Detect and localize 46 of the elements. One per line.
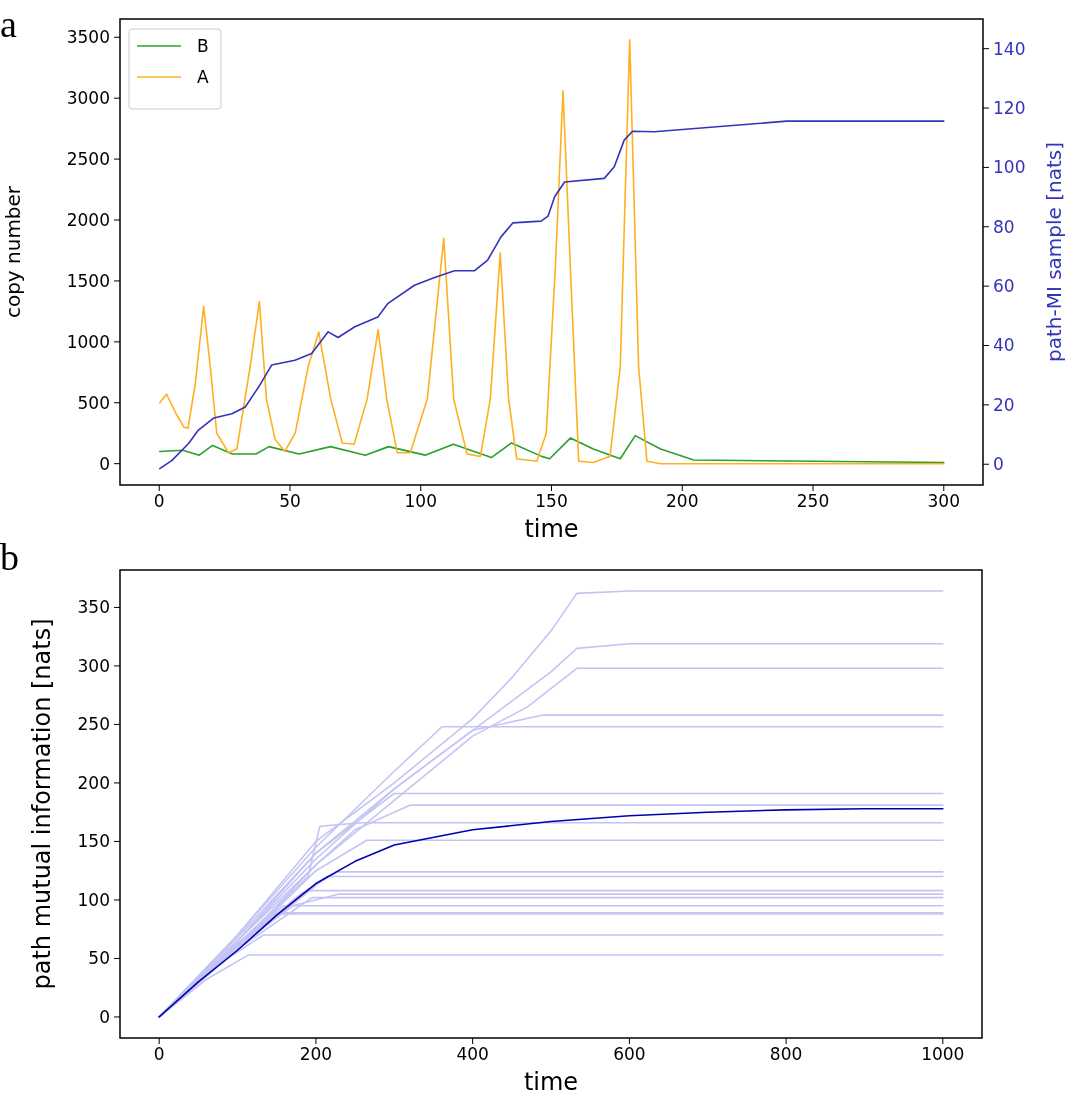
y-tick-label: 0 [99, 1006, 110, 1027]
y-tick-label: 150 [77, 831, 110, 852]
x-tick-label: 100 [404, 491, 437, 511]
text: b [0, 536, 19, 578]
x-tick-label: 0 [153, 491, 165, 511]
x-tick-label: 250 [796, 491, 830, 511]
y2-tick-label: 80 [993, 216, 1015, 237]
y-axis-title: copy number [1, 185, 25, 319]
y2-tick-label: 100 [993, 157, 1026, 178]
x-tick-label: 50 [279, 491, 301, 511]
y-tick-label: 50 [88, 948, 110, 969]
y2-tick-label: 20 [993, 394, 1015, 415]
y-tick-label: 200 [77, 772, 110, 793]
y2-tick-label: 40 [993, 335, 1015, 356]
x-axis-title: time [524, 515, 579, 543]
x-tick-label: 200 [299, 1044, 333, 1064]
text: a [0, 3, 17, 45]
y-tick-label: 250 [77, 714, 110, 735]
x-tick-label: 1000 [921, 1044, 965, 1064]
legend-label: B [197, 35, 209, 56]
y-tick-label: 1000 [66, 331, 110, 352]
y-tick-label: 100 [77, 889, 110, 910]
y-tick-label: 2000 [66, 209, 110, 230]
y-tick-label: 350 [77, 597, 110, 618]
y2-tick-label: 120 [993, 97, 1026, 118]
y-tick-label: 3000 [66, 88, 110, 109]
y-tick-label: 500 [77, 392, 110, 413]
legend-label: A [197, 66, 209, 87]
y-tick-label: 3500 [66, 27, 110, 48]
x-tick-label: 600 [613, 1044, 646, 1064]
x-axis-title: time [523, 1068, 579, 1096]
y2-tick-label: 0 [993, 454, 1004, 475]
y2-axis-title: path-MI sample [nats] [1042, 141, 1066, 363]
y-tick-label: 1500 [66, 270, 110, 291]
x-tick-label: 400 [456, 1044, 489, 1064]
x-tick-label: 300 [927, 491, 960, 511]
y-tick-label: 0 [99, 453, 110, 474]
x-tick-label: 0 [153, 1044, 165, 1064]
x-tick-label: 150 [535, 491, 568, 511]
y2-tick-label: 60 [993, 276, 1015, 297]
y-axis-title: path mutual information [nats] [28, 618, 56, 990]
y2-tick-label: 140 [993, 38, 1026, 59]
x-tick-label: 200 [666, 491, 699, 511]
y-tick-label: 300 [77, 655, 110, 676]
y-tick-label: 2500 [66, 149, 110, 170]
x-tick-label: 800 [769, 1044, 803, 1064]
